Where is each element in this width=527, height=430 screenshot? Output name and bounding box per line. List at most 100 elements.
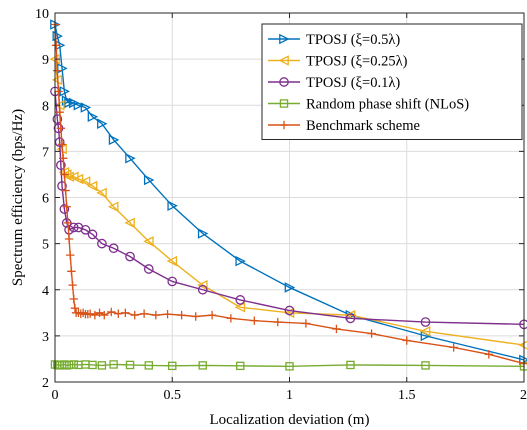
data-point [207,310,217,320]
data-point [449,343,458,352]
legend-item: Benchmark scheme [268,118,420,134]
data-point [125,251,135,262]
series-4 [50,20,527,368]
data-point [88,360,97,370]
x-tick-label: 2 [520,388,527,403]
x-tick-label: 1 [286,388,293,403]
data-point [421,361,430,370]
data-point [80,224,91,235]
data-point [235,255,246,267]
data-point [59,204,70,214]
x-axis-label: Localization deviation (m) [210,412,370,428]
data-point [52,30,63,42]
y-tick-label: 6 [42,192,49,207]
data-point [52,114,63,124]
legend-marker [279,77,289,87]
y-tick-label: 3 [42,330,49,345]
data-point [345,313,356,324]
data-point [402,336,411,345]
data-point [68,280,77,290]
legend-marker [279,120,289,130]
data-point [109,360,118,369]
data-point [197,284,208,295]
data-point [235,295,246,305]
y-axis-label: Spectrum efficiency (bps/Hz) [10,109,26,286]
y-tick-label: 7 [42,145,49,160]
data-point [66,250,75,260]
data-point [344,309,356,321]
data-point [143,236,154,247]
data-point [226,314,236,323]
data-point [168,361,177,371]
data-point [73,222,84,233]
data-point [236,361,245,371]
data-point [64,234,74,244]
data-point [124,217,135,229]
y-tick-label: 10 [35,7,49,22]
data-point [100,310,109,320]
data-point [332,324,341,334]
data-point [114,309,123,318]
legend-label: Random phase shift (NLoS) [306,97,469,113]
data-point [55,107,64,117]
y-tick-label: 8 [42,99,49,114]
data-point [125,360,135,370]
data-point [151,310,161,320]
data-point [90,310,100,320]
data-point [69,360,78,369]
data-point [80,102,92,113]
data-point [73,99,85,111]
data-point [197,279,208,291]
data-point [107,307,116,317]
data-point [63,218,73,228]
data-point [62,202,71,211]
data-point [108,243,119,254]
x-tick-label: 0 [52,388,59,403]
data-point [198,361,207,370]
data-point [367,329,376,338]
data-point [107,201,119,212]
data-point [234,302,246,313]
data-point [57,140,67,149]
data-point [121,308,130,318]
data-point [60,170,69,179]
legend-label: Benchmark scheme [306,118,420,134]
data-point [67,267,76,276]
data-point [284,282,296,293]
legend-item: Random phase shift (NLoS) [268,97,469,113]
legend-marker [278,55,289,66]
data-point [301,319,311,328]
legend-marker [279,33,290,45]
series-layer [49,19,527,371]
legend-label: TPOSJ (ξ=0.5λ) [306,32,400,48]
x-tick-label: 1.5 [398,388,416,403]
legend: TPOSJ (ξ=0.5λ) TPOSJ (ξ=0.25λ) TPOSJ (ξ=0.… [261,23,523,140]
data-point [139,309,149,318]
data-point [69,294,78,304]
data-point [96,187,107,199]
data-point [56,160,66,171]
data-point [167,200,178,212]
data-point [56,124,66,133]
data-point [60,360,69,369]
data-point [61,186,70,195]
data-point [68,222,79,233]
data-point [87,111,99,123]
data-point [85,309,95,318]
data-point [166,255,178,267]
ticks: 0 0.5 1 1.5 2 2 3 4 5 6 7 8 9 10 [35,7,527,403]
data-point [177,310,186,320]
x-tick-label: 0.5 [164,388,182,403]
legend-marker [279,99,289,108]
data-point [285,362,294,371]
data-point [63,171,74,182]
data-point [191,312,200,321]
legend-label: TPOSJ (ξ=0.1λ) [306,75,400,91]
data-point [86,180,98,192]
data-point [72,173,84,185]
data-point [95,308,104,318]
data-point [167,276,178,287]
data-point [54,87,63,96]
data-point [61,95,73,106]
